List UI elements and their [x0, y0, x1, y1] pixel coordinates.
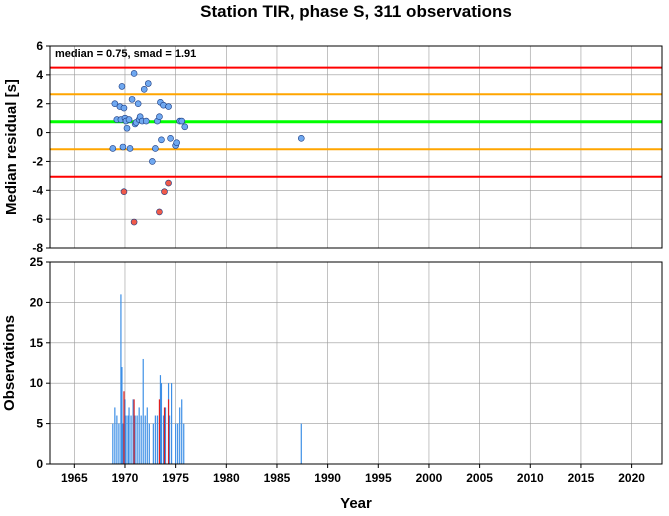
data-point [130, 218, 138, 226]
data-point [297, 135, 305, 142]
y-tick-label: -6 [32, 212, 43, 226]
data-point [156, 113, 163, 120]
x-tick-label: 1990 [314, 471, 341, 485]
data-point [158, 136, 165, 144]
bottom-bars [112, 294, 302, 464]
bottom-x-ticks: 1965 1970 1975 1980 1985 1990 1995 2000 2005 2010… [61, 464, 645, 485]
data-point [120, 104, 128, 112]
data-point [165, 179, 172, 187]
data-point [126, 145, 134, 152]
data-point [156, 208, 163, 216]
data-point [165, 103, 172, 110]
data-point [130, 70, 138, 77]
y-tick-label: 4 [36, 68, 43, 82]
data-point [134, 100, 142, 108]
data-point [181, 123, 189, 131]
x-tick-label: 2005 [466, 471, 493, 485]
data-point [128, 96, 136, 103]
x-tick-label: 2000 [416, 471, 443, 485]
data-point [111, 100, 119, 108]
top-annotation: median = 0.75, smad = 1.91 [55, 48, 196, 60]
data-point [140, 85, 148, 93]
data-point [119, 143, 127, 151]
x-tick-label: 1980 [213, 471, 240, 485]
x-tick-label: 1965 [61, 471, 88, 485]
data-point [173, 139, 180, 146]
x-tick-label: 1970 [112, 471, 139, 485]
bottom-x-axis-label: Year [340, 495, 372, 511]
y-tick-label: 6 [36, 39, 43, 53]
y-tick-label: 5 [36, 417, 43, 431]
data-point [161, 188, 168, 196]
x-tick-label: 2020 [618, 471, 645, 485]
bottom-y-ticks: 0 5 10 15 20 25 [30, 255, 50, 471]
top-plot-frame [49, 45, 663, 249]
top-points [109, 70, 305, 226]
data-point [178, 117, 186, 125]
y-tick-label: 2 [36, 97, 43, 111]
data-point [152, 145, 159, 152]
data-point [149, 158, 156, 165]
y-tick-label: 25 [30, 255, 44, 269]
bottom-plot-frame [49, 261, 663, 465]
data-point [144, 80, 152, 87]
y-tick-label: -4 [32, 183, 43, 197]
top-y-ticks: -8 -6 -4 -2 0 2 4 6 [32, 39, 50, 255]
y-tick-label: -8 [32, 241, 43, 255]
top-reference-lines [50, 66, 662, 178]
x-tick-label: 2010 [517, 471, 544, 485]
y-tick-label: 10 [30, 376, 44, 390]
top-y-axis-label: Median residual [s] [3, 79, 20, 215]
data-point [125, 116, 133, 123]
x-tick-label: 1985 [264, 471, 291, 485]
y-tick-label: 0 [36, 126, 43, 140]
data-point [142, 117, 150, 125]
data-point [167, 135, 174, 142]
data-point [120, 188, 128, 196]
data-point [109, 145, 117, 152]
y-tick-label: 0 [36, 457, 43, 471]
x-tick-label: 1975 [162, 471, 189, 485]
y-tick-label: -2 [32, 154, 43, 168]
chart-title: Station TIR, phase S, 311 observations [200, 2, 512, 21]
bottom-y-axis-label: Observations [1, 315, 18, 411]
y-tick-label: 15 [30, 336, 44, 350]
x-tick-label: 1995 [365, 471, 392, 485]
data-point [123, 124, 131, 132]
x-tick-label: 2015 [568, 471, 595, 485]
data-point [118, 83, 126, 90]
y-tick-label: 20 [30, 295, 44, 309]
